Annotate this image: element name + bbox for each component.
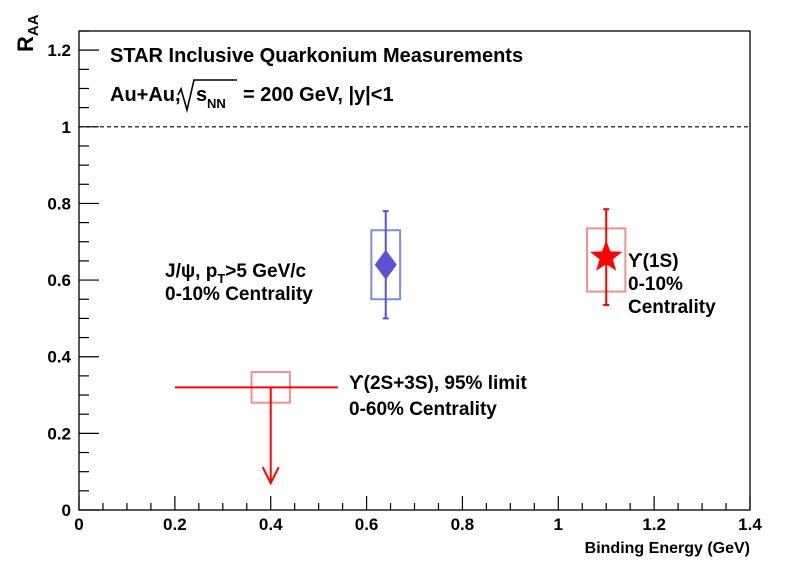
upsilon2s3s-label-line: ϒ(2S+3S), 95% limit (349, 373, 527, 394)
y-tick-label: 1.2 (47, 41, 71, 60)
y-tick-label: 0.8 (47, 194, 71, 213)
jpsi-label-part: T (217, 271, 225, 286)
upsilon1s-label-part: 0-10% (628, 274, 683, 295)
jpsi-label-line: 0-10% Centrality (165, 284, 313, 305)
upsilon2s3s-label-part: ϒ(2S+3S), 95% limit (349, 373, 527, 394)
jpsi-label-part: J/ψ, p (165, 261, 217, 282)
chart-subtitle: Au+Au, (110, 84, 181, 106)
x-tick-label: 1 (554, 515, 563, 534)
y-axis-label: RAA (13, 14, 42, 52)
y-tick-label: 0 (62, 501, 71, 520)
x-tick-label: 0.2 (163, 515, 187, 534)
upsilon1s-label-line: 0-10% (628, 274, 683, 295)
jpsi-label-part: 0-10% Centrality (165, 284, 313, 305)
sqrt-sign (177, 79, 237, 114)
upsilon1s-label-line: ϒ(1S) (628, 251, 679, 272)
chart-title: STAR Inclusive Quarkonium Measurements (110, 45, 523, 67)
upsilon1s-label-line: Centrality (628, 297, 716, 318)
upsilon2s3s-label-line: 0-60% Centrality (349, 399, 497, 420)
x-tick-label: 0.8 (451, 515, 475, 534)
subtitle-s: s (196, 84, 207, 106)
x-tick-label: 0.4 (259, 515, 283, 534)
y-tick-label: 1 (62, 118, 71, 137)
upsilon2s3s-label-part: 0-60% Centrality (349, 399, 497, 420)
x-tick-label: 1.2 (642, 515, 666, 534)
jpsi-marker (374, 249, 397, 280)
y-tick-label: 0.6 (47, 271, 71, 290)
x-tick-label: 1.4 (738, 515, 762, 534)
upsilon2s3s-arrow-head (261, 466, 280, 486)
upsilon1s-label-part: ϒ(1S) (628, 251, 679, 272)
jpsi-label-part: >5 GeV/c (225, 261, 306, 282)
data-marks (79, 126, 750, 486)
upsilon1s-marker (590, 240, 623, 271)
subtitle-suffix: = 200 GeV, |y|<1 (243, 84, 394, 106)
jpsi-label-line: J/ψ, pT>5 GeV/c (165, 261, 307, 286)
x-tick-label: 0 (74, 515, 83, 534)
y-axis-label-main: R (13, 36, 38, 52)
x-tick-label: 0.6 (355, 515, 379, 534)
subtitle-nn: NN (207, 96, 226, 111)
series-labels: J/ψ, pT>5 GeV/c0-10% Centralityϒ(1S)0-10… (165, 251, 716, 420)
axis-tick-labels: 0 0.2 0.4 0.6 0.8 1 1.2 0 0.2 0.4 0.6 0.8 1 1.2 1.4 (47, 41, 762, 534)
y-tick-label: 0.2 (47, 424, 71, 443)
y-axis-label-sub: AA (25, 14, 42, 36)
subtitle-prefix: Au+Au, (110, 84, 181, 106)
svg-text:RAA: RAA (13, 14, 42, 52)
x-axis-label: Binding Energy (GeV) (585, 540, 750, 557)
upsilon1s-label-part: Centrality (628, 297, 716, 318)
y-tick-label: 0.4 (47, 348, 71, 367)
